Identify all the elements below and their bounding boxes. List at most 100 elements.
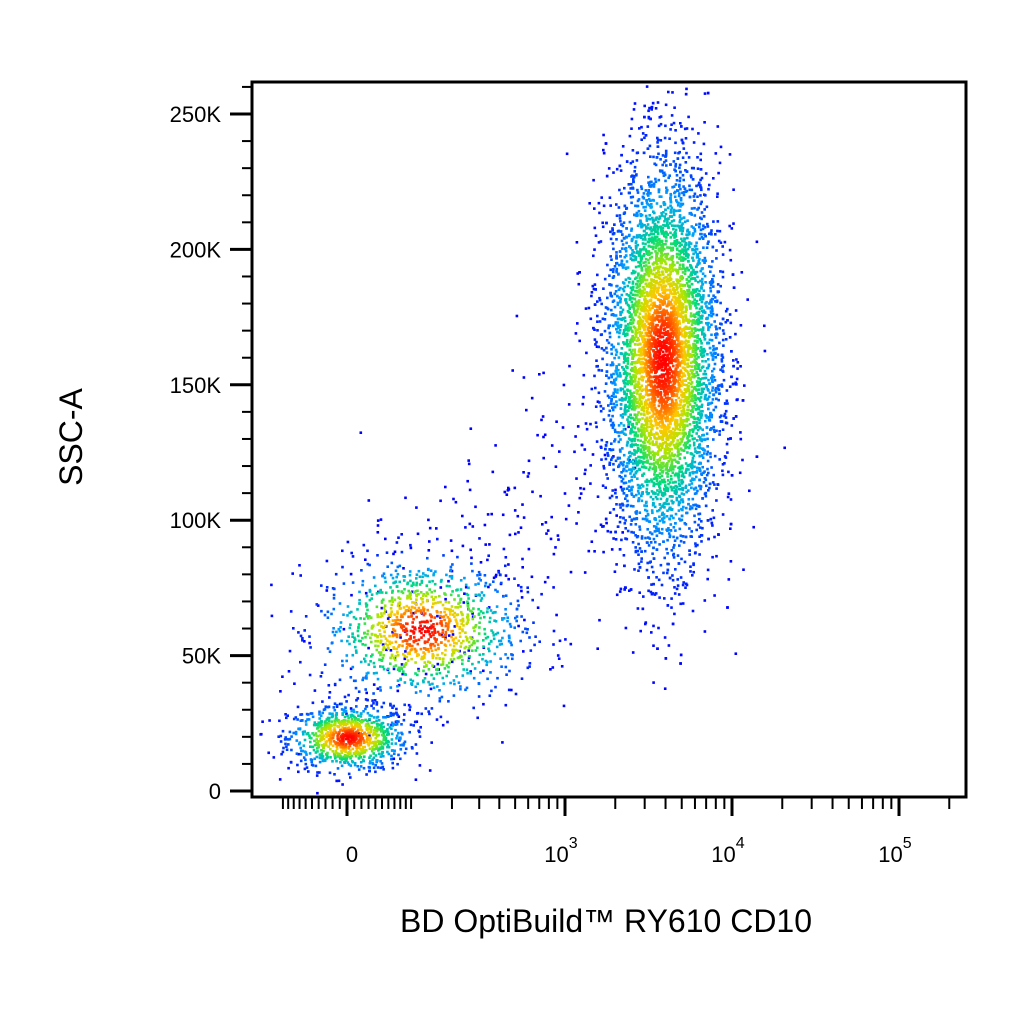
event-point	[724, 421, 728, 424]
event-point	[638, 484, 641, 488]
event-point	[395, 720, 399, 723]
event-point	[716, 220, 720, 223]
event-point	[658, 215, 662, 218]
event-point	[692, 259, 695, 262]
event-point	[636, 477, 639, 480]
event-point	[482, 669, 485, 673]
event-point	[680, 251, 683, 254]
event-point	[706, 323, 709, 326]
event-point	[635, 469, 639, 473]
event-point	[714, 233, 717, 236]
event-point	[348, 611, 351, 615]
event-point	[685, 292, 689, 295]
event-point	[635, 276, 638, 279]
event-point	[706, 353, 709, 356]
event-point	[657, 249, 661, 252]
event-point	[616, 456, 620, 460]
event-point	[719, 384, 722, 387]
event-point	[668, 137, 671, 140]
event-point	[638, 566, 642, 569]
event-point	[617, 272, 620, 276]
event-point	[671, 574, 674, 577]
event-point	[355, 711, 359, 714]
event-point	[694, 374, 697, 378]
event-point	[690, 434, 694, 438]
event-point	[640, 234, 643, 238]
event-point	[678, 257, 681, 260]
event-point	[625, 227, 628, 230]
event-point	[371, 758, 374, 761]
event-point	[696, 489, 699, 493]
event-point	[628, 402, 632, 406]
event-point	[636, 199, 640, 203]
event-point	[602, 407, 605, 410]
event-point	[636, 151, 640, 154]
event-point	[311, 701, 315, 705]
event-point	[701, 447, 704, 450]
event-point	[640, 278, 644, 282]
event-point	[657, 178, 661, 182]
event-point	[634, 256, 638, 260]
event-point	[701, 465, 704, 469]
event-point	[568, 364, 571, 368]
event-point	[627, 304, 631, 308]
event-point	[382, 738, 385, 741]
event-point	[640, 494, 643, 498]
event-point	[694, 503, 697, 507]
event-point	[687, 446, 691, 450]
event-point	[326, 647, 330, 650]
event-point	[639, 629, 642, 633]
event-point	[654, 540, 657, 544]
event-point	[636, 413, 639, 417]
event-point	[396, 689, 400, 693]
event-point	[531, 490, 534, 494]
event-point	[346, 605, 350, 608]
event-point	[466, 605, 470, 608]
event-point	[631, 541, 635, 544]
event-point	[567, 403, 571, 406]
event-point	[712, 274, 715, 278]
event-point	[652, 225, 656, 229]
event-point	[608, 448, 611, 451]
event-point	[361, 636, 364, 640]
event-point	[721, 253, 725, 256]
event-point	[628, 344, 632, 348]
event-point	[709, 411, 712, 415]
event-point	[691, 178, 695, 181]
event-point	[524, 627, 527, 631]
event-point	[682, 432, 686, 435]
event-point	[462, 668, 465, 671]
event-point	[689, 479, 693, 482]
event-point	[569, 570, 573, 574]
event-point	[692, 387, 696, 390]
event-point	[633, 170, 636, 173]
event-point	[621, 266, 625, 269]
event-point	[697, 317, 700, 320]
event-point	[493, 619, 496, 622]
event-point	[656, 141, 659, 144]
event-point	[647, 267, 650, 270]
event-point	[383, 730, 387, 734]
event-point	[502, 547, 506, 551]
event-point	[681, 467, 684, 470]
event-point	[688, 444, 692, 447]
event-point	[681, 535, 685, 538]
event-point	[528, 662, 532, 665]
event-point	[278, 719, 281, 723]
event-point	[507, 563, 510, 566]
event-point	[463, 592, 466, 595]
event-point	[709, 517, 713, 521]
event-point	[379, 724, 383, 727]
event-point	[606, 394, 610, 398]
event-point	[669, 231, 672, 235]
event-point	[340, 702, 343, 706]
event-point	[658, 463, 661, 467]
event-point	[723, 240, 727, 244]
event-point	[622, 221, 626, 224]
event-point	[593, 303, 597, 306]
event-point	[588, 202, 591, 205]
event-point	[614, 488, 617, 492]
event-point	[341, 712, 344, 715]
event-point	[474, 624, 478, 627]
event-point	[365, 612, 368, 615]
